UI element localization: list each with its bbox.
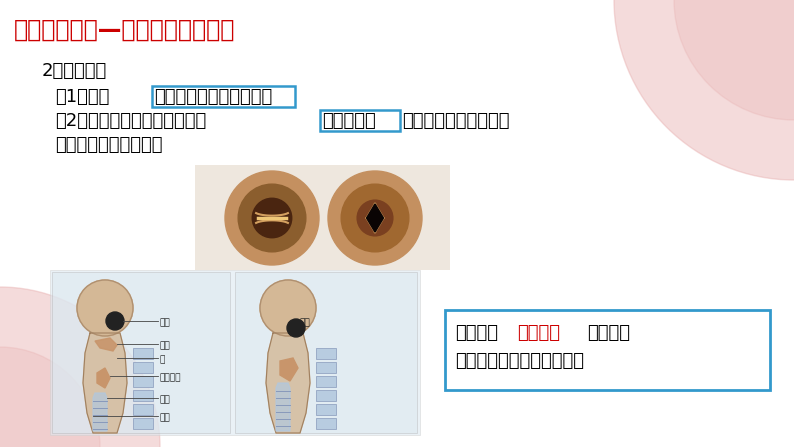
Circle shape [674,0,794,120]
Bar [133,362,153,373]
Bar [316,376,336,387]
Polygon shape [367,204,384,232]
Circle shape [77,280,133,336]
Text: 软骨和声带: 软骨和声带 [322,112,376,130]
Text: 引起声带振动而发声。: 引起声带振动而发声。 [55,136,163,154]
Bar [195,165,450,270]
Text: （2）喉：位于咽的前下方，由: （2）喉：位于咽的前下方，由 [55,112,206,130]
Bar [316,404,336,415]
Text: 气体和食物的共同通道。: 气体和食物的共同通道。 [154,88,272,106]
Bar [316,390,336,401]
Bar [52,272,230,433]
Circle shape [357,200,393,236]
Circle shape [614,0,794,180]
Text: 2．咽喉要道: 2．咽喉要道 [42,62,107,80]
Text: 气管: 气管 [160,413,171,422]
Text: 食团: 食团 [300,318,310,327]
Bar [316,362,336,373]
Polygon shape [266,333,310,433]
Text: 食道: 食道 [160,395,171,404]
Bar [133,404,153,415]
Text: 咽: 咽 [160,355,165,364]
Text: （1）咽：: （1）咽： [55,88,110,106]
Bar [133,390,153,401]
Polygon shape [280,358,298,381]
Polygon shape [276,383,290,431]
Bar [445,310,770,390]
Text: 软腭: 软腭 [160,341,171,350]
Bar [133,418,153,429]
Circle shape [287,319,305,337]
Circle shape [260,280,316,336]
Bar [133,348,153,359]
Text: 的入口处，防止食物入喉。: 的入口处，防止食物入喉。 [455,352,584,370]
Circle shape [341,184,409,252]
Polygon shape [95,338,117,351]
Bar [152,86,295,107]
Circle shape [252,198,291,238]
Text: 会厌软骨: 会厌软骨 [160,373,182,382]
Bar [316,418,336,429]
Text: 吞咽时，: 吞咽时， [455,324,498,342]
Bar [235,272,417,433]
Polygon shape [83,333,127,433]
Text: （一）呼吸道—气体进出肺的通道: （一）呼吸道—气体进出肺的通道 [14,18,235,42]
Bar [133,376,153,387]
Text: 会厌软骨: 会厌软骨 [517,324,560,342]
Circle shape [238,184,306,252]
Text: 会盖住吼: 会盖住吼 [587,324,630,342]
Circle shape [225,171,319,265]
Circle shape [106,312,124,330]
Text: 组成，气体通过时可以: 组成，气体通过时可以 [402,112,510,130]
Polygon shape [97,368,110,388]
Circle shape [328,171,422,265]
Circle shape [0,287,160,447]
Circle shape [0,347,100,447]
Polygon shape [93,393,107,431]
Polygon shape [367,204,384,232]
Bar [316,348,336,359]
Text: 食团: 食团 [160,318,171,327]
Bar [320,110,400,131]
Bar [50,270,420,435]
